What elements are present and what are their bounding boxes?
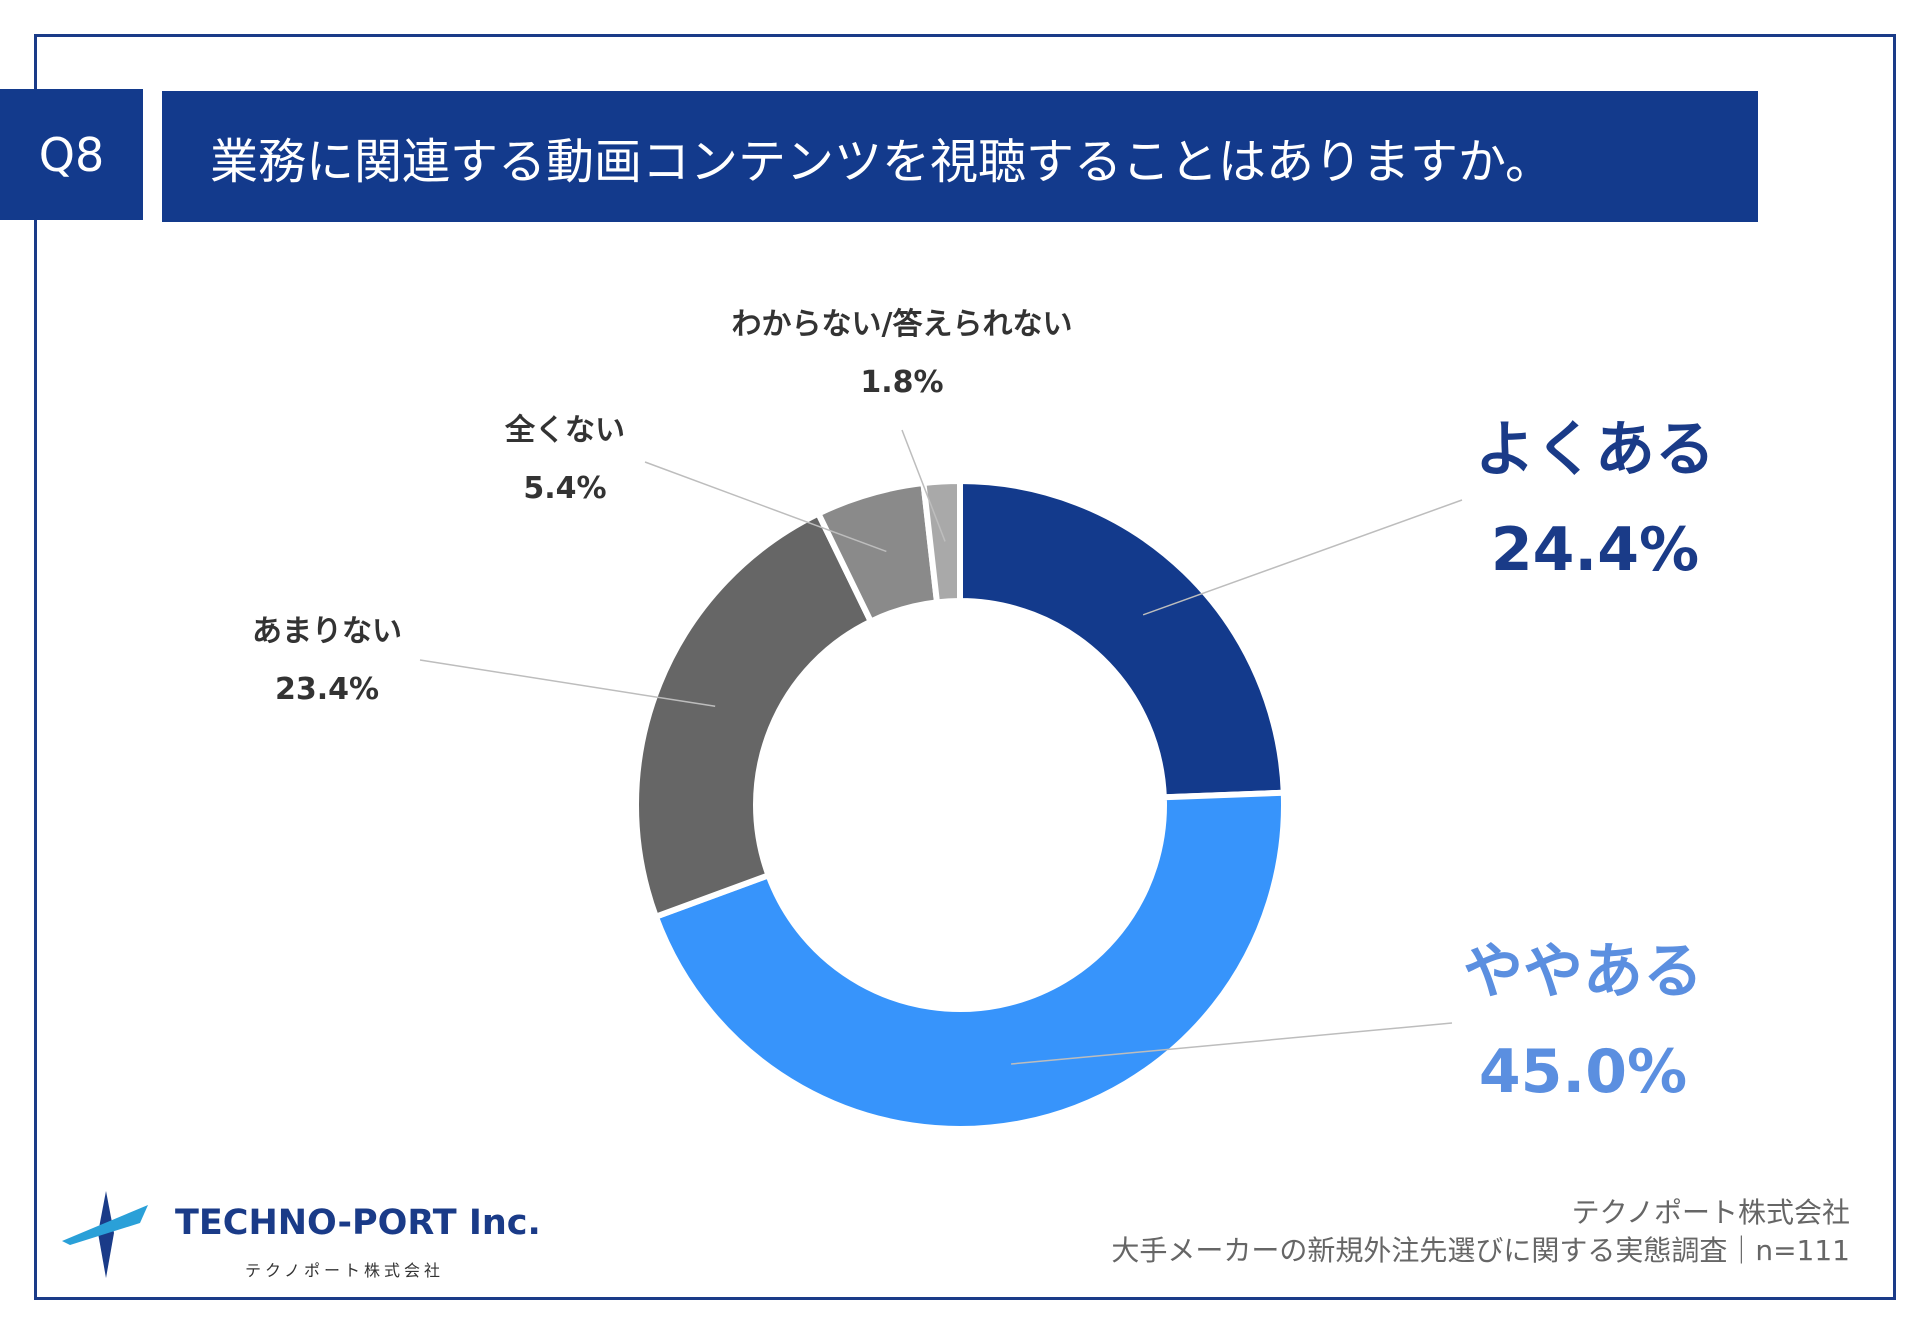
footer-company: テクノポート株式会社 (1571, 1196, 1850, 1229)
footer-credit: テクノポート株式会社 大手メーカーの新規外注先選びに関する実態調査｜n=111 (1111, 1194, 1850, 1270)
leader-line-mattakunai (644, 461, 887, 553)
company-logo: TECHNO-PORT Inc. テクノポート株式会社 (60, 1183, 541, 1283)
label-value-amarinai: 23.4% (275, 672, 379, 707)
label-category-yokuaru: よくある (1475, 415, 1715, 485)
label-value-yayaaru: 45.0% (1479, 1037, 1687, 1107)
donut-slice-wakaranai (920, 477, 963, 606)
logo-name: TECHNO-PORT Inc. (175, 1203, 541, 1243)
donut-slice-yayaaru (651, 789, 1287, 1132)
chart-slices (633, 477, 1287, 1132)
donut-slice-amarinai (633, 509, 875, 921)
label-value-mattakunai: 5.4% (523, 471, 606, 506)
label-category-wakaranai: わからない/答えられない (732, 307, 1073, 342)
label-value-wakaranai: 1.8% (860, 365, 943, 400)
logo-mark-icon (62, 1191, 148, 1278)
footer-survey: 大手メーカーの新規外注先選びに関する実態調査｜n=111 (1111, 1234, 1850, 1267)
slide-frame (34, 34, 1896, 1300)
leader-line-yokuaru (1142, 499, 1463, 616)
leader-line-wakaranai (901, 429, 946, 542)
question-number-badge: Q8 (0, 89, 143, 220)
label-value-yokuaru: 24.4% (1491, 515, 1699, 585)
label-category-amarinai: あまりない (252, 614, 402, 649)
leader-line-amarinai (419, 659, 716, 708)
label-category-mattakunai: 全くない (504, 413, 625, 448)
question-title: 業務に関連する動画コンテンツを視聴することはありますか。 (162, 91, 1758, 222)
leader-line-yayaaru (1011, 1022, 1453, 1065)
chart-leader-lines (419, 429, 1463, 1065)
label-category-yayaaru: ややある (1463, 937, 1703, 1007)
logo-subtitle: テクノポート株式会社 (245, 1261, 445, 1280)
donut-slice-yokuaru (957, 477, 1287, 801)
